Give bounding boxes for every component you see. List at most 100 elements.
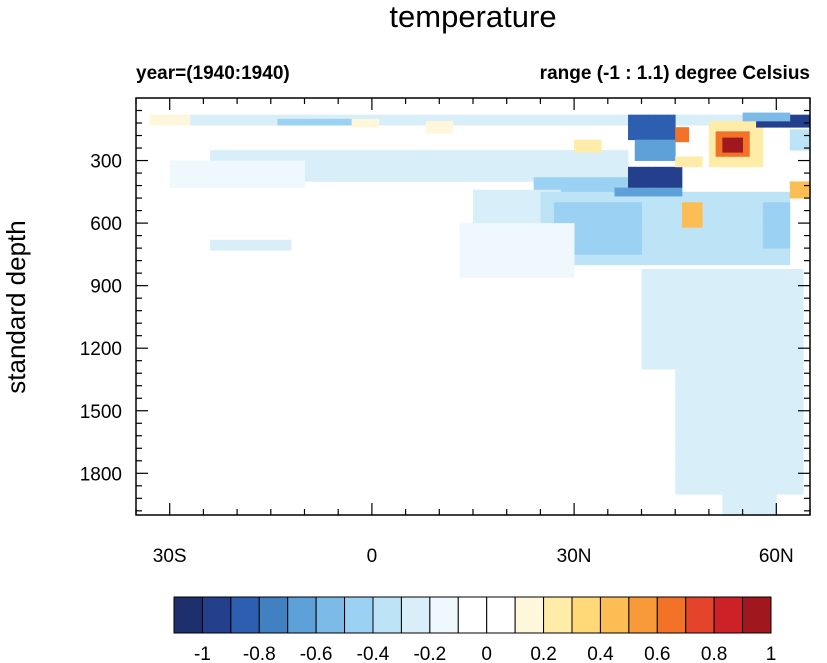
heatmap-cell-14 <box>722 483 730 490</box>
heatmap-cell-5 <box>553 165 562 172</box>
heatmap-cell-0 <box>499 114 508 121</box>
heatmap-cell-0 <box>493 119 501 126</box>
heatmap-cell-14 <box>776 488 784 495</box>
heatmap-cell-12 <box>547 243 555 250</box>
heatmap-cell-5 <box>607 165 615 172</box>
heatmap-cell-14 <box>776 473 784 479</box>
heatmap-cell-13 <box>681 331 690 338</box>
heatmap-cell-12 <box>533 233 541 240</box>
heatmap-cell-13 <box>648 310 656 317</box>
heatmap-cell-9 <box>722 243 730 250</box>
heatmap-cell-13 <box>702 331 710 338</box>
heatmap-cell-15 <box>729 494 737 500</box>
heatmap-cell-9 <box>715 191 723 198</box>
heatmap-cell-29 <box>756 117 764 122</box>
heatmap-cell-14 <box>675 405 683 412</box>
heatmap-cell-6 <box>250 186 258 189</box>
heatmap-cell-7 <box>560 182 568 189</box>
heatmap-cell-13 <box>789 336 797 343</box>
heatmap-cell-12 <box>520 233 528 240</box>
heatmap-cell-9 <box>681 254 690 260</box>
heatmap-cell-5 <box>540 165 548 172</box>
heatmap-cell-14 <box>783 431 791 438</box>
heatmap-cell-13 <box>695 357 703 364</box>
heatmap-cell-30 <box>762 228 770 234</box>
heatmap-cell-23 <box>708 162 717 168</box>
heatmap-cell-10 <box>621 207 629 214</box>
heatmap-cell-2 <box>277 124 285 126</box>
heatmap-cell-0 <box>378 119 386 126</box>
heatmap-cell-14 <box>742 369 750 375</box>
heatmap-cell-0 <box>344 114 353 121</box>
heatmap-cell-13 <box>783 331 791 338</box>
heatmap-cell-14 <box>749 415 757 422</box>
heatmap-cell-5 <box>499 165 508 172</box>
heatmap-cell-13 <box>648 336 656 343</box>
heatmap-cell-14 <box>681 442 690 448</box>
heatmap-cell-14 <box>702 384 710 391</box>
colorbar-box <box>287 596 317 634</box>
heatmap-cell-0 <box>270 119 278 126</box>
heatmap-cell-17 <box>520 374 528 380</box>
heatmap-cell-9 <box>594 259 602 266</box>
heatmap-cell-13 <box>749 357 757 364</box>
heatmap-cell-13 <box>796 326 804 332</box>
heatmap-cell-22 <box>681 137 690 143</box>
heatmap-cell-13 <box>708 300 717 306</box>
heatmap-cell-33 <box>803 139 811 146</box>
heatmap-cell-6 <box>243 181 251 188</box>
heatmap-cell-12 <box>513 249 521 255</box>
heatmap-cell-23 <box>756 131 764 137</box>
heatmap-cell-13 <box>648 315 656 322</box>
colorbar-box <box>713 596 744 634</box>
heatmap-cell-6 <box>196 181 204 188</box>
heatmap-cell-13 <box>675 300 683 306</box>
heatmap-cell-5 <box>338 155 346 161</box>
heatmap-cell-13 <box>654 336 663 343</box>
heatmap-cell-15 <box>769 504 777 511</box>
heatmap-cell-5 <box>614 155 622 161</box>
heatmap-cell-14 <box>783 483 791 490</box>
heatmap-cell-13 <box>742 289 750 296</box>
heatmap-cell-23 <box>708 152 717 158</box>
heatmap-cell-13 <box>742 362 750 369</box>
heatmap-cell-13 <box>735 347 743 353</box>
heatmap-cell-20 <box>634 182 642 189</box>
heatmap-cell-8 <box>493 205 501 211</box>
heatmap-cell-13 <box>796 305 804 312</box>
heatmap-cell-12 <box>479 228 487 234</box>
heatmap-cell-14 <box>729 473 737 479</box>
heatmap-cell-9 <box>735 207 743 214</box>
heatmap-cell-3 <box>371 124 380 128</box>
heatmap-cell-17 <box>547 337 555 344</box>
heatmap-cell-6 <box>189 160 198 167</box>
heatmap-cell-12 <box>547 228 555 234</box>
heatmap-cell-14 <box>756 457 764 464</box>
heatmap-cell-13 <box>756 315 764 322</box>
heatmap-cell-16 <box>499 290 508 297</box>
heatmap-cell-6 <box>270 165 278 172</box>
heatmap-cell-33 <box>796 134 804 141</box>
heatmap-cell-13 <box>641 368 649 370</box>
heatmap-cell-9 <box>675 243 683 250</box>
heatmap-cell-14 <box>756 436 764 443</box>
heatmap-cell-14 <box>735 410 743 417</box>
heatmap-cell-14 <box>789 483 797 490</box>
heatmap-cell-14 <box>789 436 797 443</box>
heatmap-cell-5 <box>439 150 447 156</box>
heatmap-cell-6 <box>176 181 184 188</box>
heatmap-cell-20 <box>654 177 663 183</box>
year-subtitle: year=(1940:1940) <box>136 63 290 84</box>
heatmap-cell-5 <box>580 170 588 177</box>
heatmap-cell-17 <box>567 369 575 375</box>
heatmap-cell-25 <box>722 142 730 149</box>
heatmap-cell-6 <box>210 186 218 189</box>
heatmap-cell-19 <box>654 139 663 146</box>
heatmap-cell-14 <box>702 488 710 495</box>
heatmap-cell-13 <box>789 326 797 332</box>
heatmap-cell-13 <box>776 305 784 312</box>
heatmap-cell-9 <box>715 254 723 260</box>
heatmap-cell-16 <box>567 296 575 302</box>
heatmap-cell-32 <box>594 139 602 146</box>
heatmap-cell-13 <box>708 295 717 301</box>
